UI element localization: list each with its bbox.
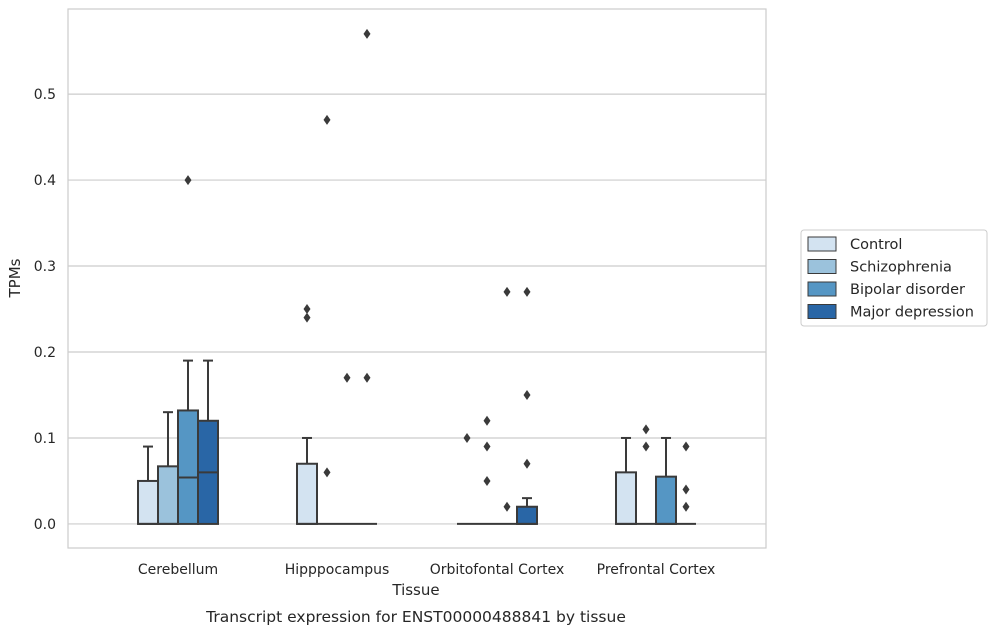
y-tick-label: 0.5: [34, 87, 56, 103]
outlier-point: [682, 441, 690, 452]
legend-label: Control: [850, 237, 902, 253]
outlier-point: [523, 286, 531, 297]
box-body: [137, 479, 159, 525]
x-axis-label: Tissue: [391, 581, 439, 599]
box-bipolar-disorder: [177, 359, 199, 525]
box-body: [655, 475, 677, 525]
box-body: [296, 462, 318, 525]
outlier-point: [363, 372, 371, 383]
outlier-point: [503, 501, 511, 512]
outlier-point: [343, 372, 351, 383]
x-tick-label: Prefrontal Cortex: [597, 562, 716, 578]
legend-swatch: [807, 236, 837, 252]
legend-label: Schizophrenia: [850, 260, 952, 276]
y-tick-label: 0.3: [34, 259, 56, 275]
outlier-point: [303, 304, 311, 315]
legend-label: Bipolar disorder: [850, 282, 965, 298]
legend-swatch: [807, 304, 837, 319]
outlier-point: [523, 458, 531, 469]
outliers: [184, 28, 690, 512]
outlier-point: [523, 389, 531, 400]
y-tick-label: 0.4: [34, 173, 56, 189]
legend-swatch: [807, 259, 837, 274]
outlier-point: [483, 475, 491, 486]
outlier-point: [363, 28, 371, 39]
box-body: [615, 471, 637, 525]
boxes: [137, 359, 696, 525]
box-control: [615, 436, 637, 525]
legend-swatch: [807, 281, 837, 297]
x-tick-labels: Cerebellum Hipppocampus Orbitofontal Corte…: [138, 562, 715, 578]
outlier-point: [483, 415, 491, 426]
outlier-point: [682, 501, 690, 512]
y-tick-label: 0.1: [34, 431, 56, 447]
outlier-point: [184, 175, 192, 186]
outlier-point: [323, 467, 331, 478]
x-tick-label: Orbitofontal Cortex: [430, 562, 565, 578]
outlier-point: [303, 312, 311, 323]
outlier-point: [483, 441, 491, 452]
y-tick-label: 0.2: [34, 345, 56, 361]
box-body: [157, 465, 179, 525]
chart-caption: Transcript expression for ENST0000048884…: [205, 608, 626, 626]
legend-frame: [800, 229, 988, 327]
outlier-point: [642, 441, 650, 452]
outlier-point: [642, 424, 650, 435]
legend: Control Schizophrenia Bipolar disorder Majo…: [800, 229, 988, 327]
outlier-point: [682, 484, 690, 495]
box-major-depression: [197, 359, 219, 525]
box-body: [516, 505, 538, 525]
y-tick-label: 0.0: [34, 517, 56, 533]
outlier-point: [503, 286, 511, 297]
x-tick-label: Hipppocampus: [285, 562, 390, 578]
box-body: [177, 409, 199, 525]
x-tick-label: Cerebellum: [138, 562, 218, 578]
legend-label: Major depression: [850, 305, 974, 321]
outlier-point: [463, 432, 471, 443]
box-control: [296, 436, 318, 525]
box-major-depression: [516, 497, 538, 525]
outlier-point: [323, 114, 331, 125]
y-axis-label: TPMs: [6, 258, 24, 298]
y-tick-labels: 0.0 0.1 0.2 0.3 0.4 0.5: [34, 87, 56, 533]
box-bipolar-disorder: [655, 436, 677, 525]
